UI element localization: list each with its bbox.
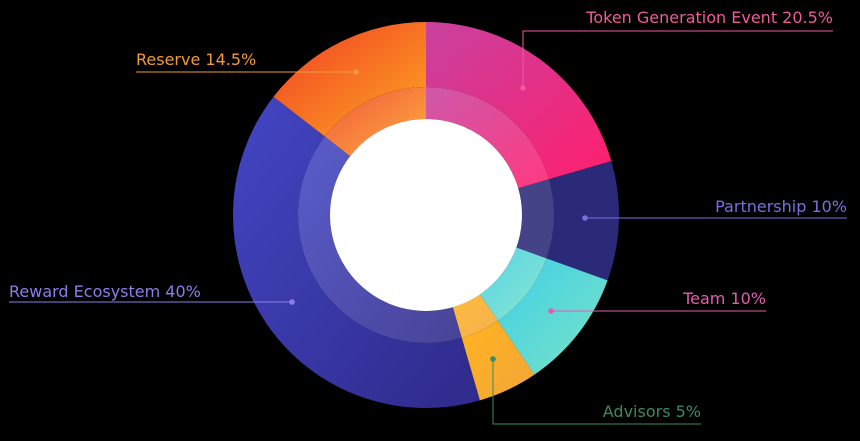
slice-team-inner-highlight: [479, 247, 547, 321]
slice-reserve-inner: [324, 87, 426, 157]
donut-center-hole: [330, 119, 522, 311]
leader-line-advisors: [492, 359, 701, 425]
slice-reserve-inner-highlight: [324, 87, 426, 157]
leader-dot-tge: [520, 85, 526, 91]
slice-advisors-inner-highlight: [452, 294, 498, 338]
slice-partnership-inner: [516, 179, 555, 259]
label-reserve: Reserve 14.5%: [136, 50, 256, 69]
slice-tge-inner: [426, 87, 549, 189]
slice-reward-inner: [298, 136, 462, 344]
leader-dot-reward: [289, 299, 295, 305]
label-advisors: Advisors 5%: [603, 402, 701, 421]
slice-reward-inner-highlight: [298, 136, 462, 344]
slice-partnership-inner-highlight: [516, 179, 555, 259]
label-leader-lines: [9, 30, 847, 425]
leader-line-tge: [522, 30, 833, 88]
slice-advisors-inner: [452, 294, 498, 338]
label-token-generation-event: Token Generation Event 20.5%: [585, 8, 833, 27]
slice-reserve-outer: [273, 22, 426, 137]
label-reward-ecosystem: Reward Ecosystem 40%: [9, 282, 201, 301]
leader-dot-partnership: [582, 215, 588, 221]
slice-advisors-outer: [461, 320, 535, 401]
slice-partnership-outer: [546, 161, 619, 281]
slice-team-outer: [497, 258, 608, 375]
leader-dot-advisors: [490, 356, 496, 362]
slice-team-inner: [479, 247, 547, 321]
leader-dot-reserve: [353, 69, 359, 75]
label-partnership: Partnership 10%: [715, 197, 847, 216]
slice-tge-outer: [426, 22, 612, 180]
donut-slices: [233, 22, 619, 409]
leader-dot-team: [548, 308, 554, 314]
slice-reward-outer: [233, 96, 480, 409]
label-team: Team 10%: [682, 289, 766, 308]
slice-tge-inner-highlight: [426, 87, 549, 189]
